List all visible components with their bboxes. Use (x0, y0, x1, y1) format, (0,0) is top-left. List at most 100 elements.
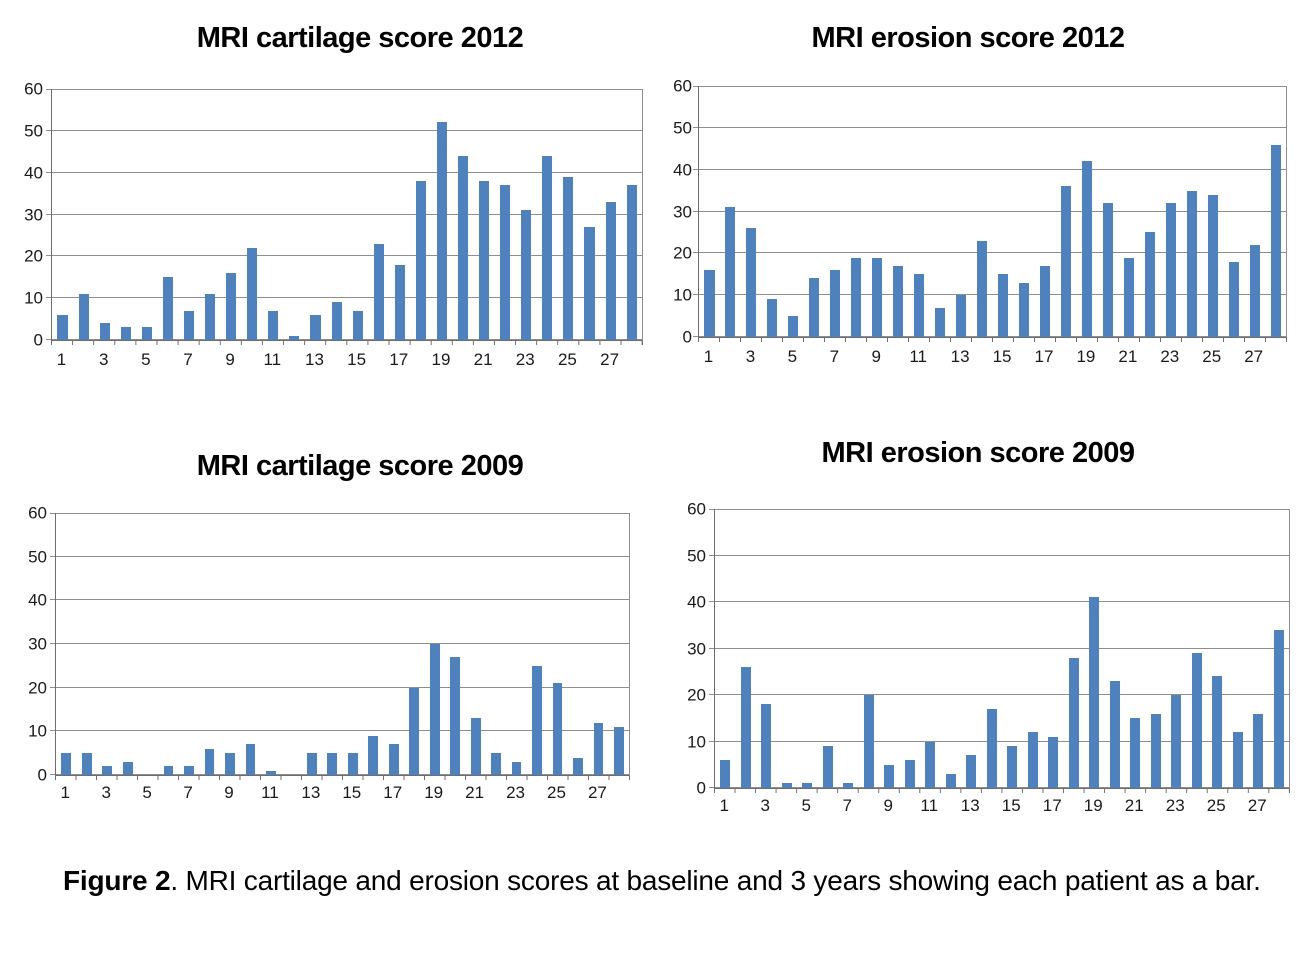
x-axis-tick-label (114, 349, 135, 371)
x-axis-tick-label (1022, 795, 1043, 817)
bar-slot (452, 89, 473, 340)
bar-patient-10 (247, 247, 258, 340)
x-axis-tick-label: 11 (909, 347, 927, 366)
bar-slot (347, 89, 368, 340)
bar-patient-27 (605, 201, 616, 340)
bar-patient-22 (1150, 713, 1161, 788)
x-axis-ticks (714, 789, 1290, 793)
bar-patient-9 (872, 257, 883, 337)
bar-patient-16 (1018, 282, 1030, 337)
x-axis-tick-label: 25 (547, 783, 566, 802)
bar-patient-23 (1165, 203, 1176, 337)
y-axis-tick-label: 10 (687, 732, 706, 751)
bar-patient-22 (500, 185, 511, 340)
bar-slot (797, 509, 818, 788)
bar-slot (859, 509, 880, 788)
x-axis-tick-label: 5 (801, 796, 811, 815)
bar-patient-2 (78, 293, 89, 340)
gridline (709, 787, 1289, 788)
bar-patient-15 (1007, 746, 1018, 788)
bar-patient-6 (822, 746, 833, 788)
x-axis-tick-label (1096, 346, 1117, 368)
bar-patient-28 (1273, 629, 1284, 788)
gridline (693, 294, 1286, 296)
x-axis-tick-label (198, 782, 218, 804)
bar-patient-15 (998, 274, 1009, 337)
x-axis-tick-label: 1 (719, 796, 729, 815)
x-axis-tick-label (719, 346, 740, 368)
x-axis-tick-label (409, 349, 430, 371)
gridline (46, 213, 642, 215)
bar-patient-6 (162, 277, 173, 340)
bar-patient-27 (593, 722, 604, 775)
gridline (709, 694, 1289, 695)
bar-slot (136, 89, 157, 340)
bar-slot (846, 86, 867, 337)
bar-slot (97, 513, 117, 775)
bar-patient-3 (761, 704, 772, 788)
y-axis-tick-label: 10 (673, 285, 692, 305)
bar-slot (1035, 86, 1056, 337)
bar-slot (804, 86, 825, 337)
bars (699, 86, 1286, 337)
x-axis-tick-label: 21 (1118, 347, 1138, 366)
bar-patient-5 (802, 783, 813, 788)
bar-slot (1187, 509, 1208, 788)
y-axis-tick-label: 60 (687, 499, 706, 519)
y-axis-tick-label: 50 (28, 547, 47, 567)
x-axis-ticks (698, 338, 1287, 342)
bar-patient-23 (1171, 695, 1182, 788)
plot-area (46, 89, 643, 345)
bar-patient-1 (57, 314, 68, 340)
bar-slot (1269, 509, 1290, 788)
bar-slot (547, 513, 567, 775)
bar-slot (1244, 86, 1265, 337)
chart-title-cartilage-2009: MRI cartilage score 2009 (196, 450, 524, 482)
x-axis-tick-label (536, 349, 557, 371)
bar-patient-7 (184, 766, 194, 775)
bar-patient-8 (204, 748, 215, 775)
bars (56, 513, 629, 775)
bar-patient-25 (1212, 676, 1223, 788)
bar-patient-12 (289, 335, 300, 340)
x-axis-tick-label: 13 (305, 350, 324, 369)
bar-patient-4 (122, 761, 133, 775)
x-axis-tick-label (567, 782, 587, 804)
x-axis-tick-label: 3 (101, 783, 111, 802)
bar-slot (115, 89, 136, 340)
bar-patient-9 (225, 753, 235, 775)
bar-slot (343, 513, 363, 775)
x-axis-tick-label: 7 (829, 347, 840, 366)
x-axis-labels: 1 3 5 7 9 11 13 15 17 19 21 23 25 27 (698, 346, 1285, 368)
bar-patient-9 (226, 273, 237, 340)
bar-slot (756, 509, 777, 788)
y-axis-tick-label: 40 (24, 163, 43, 183)
bar-patient-19 (429, 644, 440, 775)
bar-slot (302, 513, 322, 775)
bar-patient-20 (1102, 203, 1113, 337)
x-axis-tick-label: 19 (431, 350, 451, 369)
bar-patient-28 (613, 726, 624, 775)
bar-patient-8 (863, 695, 874, 788)
bar-patient-6 (163, 766, 174, 775)
x-axis-tick-label: 1 (56, 350, 67, 369)
bar-slot (1064, 509, 1085, 788)
x-axis-tick-label: 19 (424, 783, 444, 802)
gridline (46, 255, 642, 257)
bar-patient-25 (563, 176, 574, 340)
x-axis-tick-label (1222, 346, 1243, 368)
x-axis-tick-label (1063, 795, 1084, 817)
bar-slot (240, 513, 260, 775)
bar-slot (1097, 86, 1118, 337)
bar-patient-20 (450, 657, 461, 775)
bar-slot (305, 89, 326, 340)
x-axis-tick-label (241, 349, 262, 371)
y-axis-tick-label: 30 (28, 634, 47, 654)
bar-slot (281, 513, 301, 775)
bar-patient-10 (904, 760, 915, 788)
bar-slot (384, 513, 404, 775)
bar-patient-23 (511, 761, 522, 775)
bar-slot (465, 513, 485, 775)
